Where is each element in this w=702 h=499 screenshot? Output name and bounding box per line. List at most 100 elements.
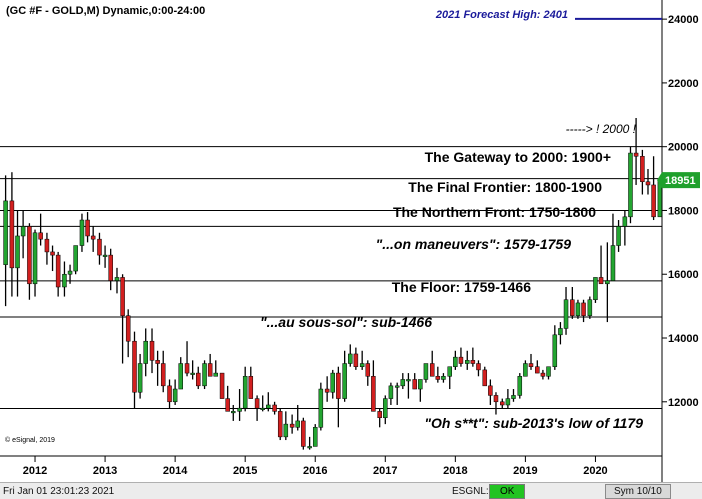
candle bbox=[32, 229, 38, 297]
candle bbox=[593, 277, 598, 303]
candle-body-down bbox=[254, 398, 260, 409]
candle-body-up bbox=[231, 411, 236, 414]
candle bbox=[429, 350, 435, 377]
candlestick-series bbox=[3, 117, 663, 450]
candle-body-up bbox=[307, 446, 312, 449]
candle-body-up bbox=[388, 385, 394, 399]
candle bbox=[172, 379, 178, 405]
candle bbox=[108, 248, 113, 291]
candle-body-down bbox=[277, 411, 283, 438]
candle-body-up bbox=[114, 277, 120, 281]
last-price-box bbox=[657, 172, 700, 189]
candle-body-up bbox=[622, 216, 628, 227]
candle-body-down bbox=[289, 423, 295, 428]
candle-body-up bbox=[330, 372, 336, 393]
chart-title: (GC #F - GOLD,M) Dynamic,0:00-24:00 bbox=[6, 5, 205, 17]
candle bbox=[27, 223, 32, 300]
candle-body-down bbox=[219, 372, 225, 399]
candle bbox=[348, 344, 353, 367]
candle bbox=[155, 350, 160, 386]
status-feed-label: ESGNL: bbox=[452, 486, 489, 497]
candle-body-up bbox=[418, 379, 423, 390]
candle bbox=[418, 379, 423, 402]
candle-body-down bbox=[528, 363, 534, 367]
candle bbox=[511, 389, 516, 402]
last-price-marker: 18951 bbox=[657, 172, 700, 189]
candle bbox=[383, 395, 388, 425]
candle bbox=[67, 264, 73, 284]
candle-body-up bbox=[172, 388, 178, 403]
candle bbox=[610, 213, 616, 281]
candle-body-down bbox=[482, 369, 488, 387]
candle-body-up bbox=[616, 226, 621, 246]
candle bbox=[307, 436, 312, 450]
candle bbox=[137, 353, 143, 399]
candle bbox=[377, 408, 382, 428]
candle bbox=[640, 149, 645, 195]
candle bbox=[102, 245, 108, 268]
status-symbol-count[interactable]: Sym 10/10 bbox=[605, 484, 671, 499]
candle-body-up bbox=[505, 398, 511, 406]
candle bbox=[336, 366, 341, 428]
candle-body-up bbox=[20, 226, 26, 237]
candle bbox=[540, 369, 546, 380]
candle-body-up bbox=[266, 404, 271, 409]
candle-body-down bbox=[301, 420, 306, 447]
candle bbox=[283, 411, 289, 441]
candle bbox=[517, 373, 523, 399]
candle-body-up bbox=[242, 376, 248, 409]
candle bbox=[3, 175, 8, 307]
candle-body-down bbox=[44, 238, 50, 253]
candle bbox=[237, 389, 242, 421]
candle-body-down bbox=[50, 251, 55, 256]
candle bbox=[225, 385, 230, 412]
x-tick-label: 2016 bbox=[303, 465, 327, 477]
candle-body-up bbox=[441, 376, 446, 380]
candle bbox=[622, 210, 628, 246]
candle bbox=[488, 379, 493, 405]
status-ok-badge[interactable]: OK bbox=[489, 484, 526, 499]
candle bbox=[546, 366, 551, 380]
candle-body-down bbox=[38, 232, 43, 240]
candle bbox=[394, 382, 400, 405]
last-price-label: 18951 bbox=[665, 175, 696, 187]
candle bbox=[587, 296, 593, 319]
candle bbox=[581, 299, 586, 323]
candle-body-down bbox=[120, 277, 125, 316]
candle-body-down bbox=[493, 395, 499, 403]
candle-body-down bbox=[540, 372, 546, 377]
copyright: © eSignal, 2019 bbox=[5, 436, 55, 444]
candle bbox=[353, 347, 359, 370]
candle-body-down bbox=[377, 411, 382, 418]
candle-body-down bbox=[248, 376, 254, 399]
candle-body-up bbox=[517, 376, 523, 396]
candle-body-up bbox=[260, 407, 265, 410]
candle bbox=[458, 347, 464, 367]
candle bbox=[260, 395, 265, 412]
candle bbox=[523, 360, 528, 377]
candle bbox=[558, 322, 563, 345]
candle bbox=[575, 299, 581, 319]
candle-body-up bbox=[563, 299, 569, 329]
candle-body-up bbox=[190, 372, 195, 375]
candle-body-down bbox=[645, 181, 651, 186]
candle bbox=[388, 382, 394, 405]
x-tick-label: 2013 bbox=[93, 465, 117, 477]
candle-body-up bbox=[213, 372, 219, 377]
candle bbox=[184, 341, 190, 377]
candle bbox=[330, 369, 336, 399]
candle bbox=[90, 226, 96, 252]
candle bbox=[645, 169, 651, 195]
candle-body-up bbox=[15, 235, 20, 269]
candle bbox=[598, 245, 604, 285]
x-tick-label: 2015 bbox=[233, 465, 257, 477]
candle-body-up bbox=[558, 328, 563, 336]
candle bbox=[500, 398, 505, 409]
candle bbox=[143, 328, 148, 377]
candle bbox=[62, 261, 67, 297]
candle-body-up bbox=[552, 334, 558, 367]
candle-body-up bbox=[202, 363, 207, 387]
candle bbox=[97, 232, 102, 265]
candle bbox=[195, 366, 201, 390]
candle bbox=[114, 267, 120, 294]
